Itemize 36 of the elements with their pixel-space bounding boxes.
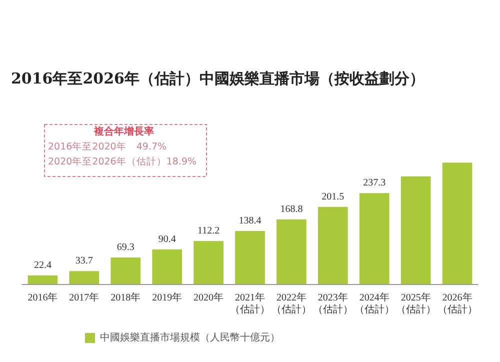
bar: [276, 219, 306, 284]
bar: [400, 176, 431, 284]
annotation: 2020年至2026年（估計）18.9%: [48, 156, 197, 168]
bar: [235, 231, 265, 284]
bar: [110, 257, 141, 284]
legend-label: 中國娛樂直播市場規模（人民幣十億元）: [100, 332, 280, 344]
x-tick-label: 2020年: [194, 292, 224, 304]
bar: [152, 249, 182, 284]
data-label: 201.5: [322, 191, 344, 202]
x-tick-label: 2017年: [69, 292, 100, 304]
data-label: 112.2: [197, 226, 220, 237]
bar: [194, 241, 224, 284]
x-tick-label: 2019年: [152, 292, 182, 304]
x-tick-label: 2018年: [110, 292, 141, 304]
x-tick-label: 2024年（估計）: [354, 292, 394, 316]
x-tick-label: 2021年（估計）: [230, 292, 270, 316]
x-tick-label: 2025年（估計）: [396, 292, 436, 316]
data-label: 237.3: [363, 178, 386, 189]
x-tick-label: 2026年（估計）: [437, 292, 478, 316]
x-tick-label: 2016年: [28, 292, 58, 304]
data-label: 69.3: [116, 242, 134, 253]
bar: [69, 271, 100, 284]
data-label: 138.4: [238, 216, 262, 227]
chart-title: 2016年至2026年（估計）中國娛樂直播市場（按收益劃分）: [11, 70, 424, 88]
bar: [359, 193, 390, 284]
text: 2016年至2020年 49.7%: [48, 140, 167, 152]
data-label: 33.7: [75, 256, 93, 267]
bar: [318, 206, 348, 284]
data-label: 90.4: [158, 234, 176, 245]
data-label: 168.8: [280, 204, 303, 215]
bar: [442, 162, 472, 284]
x-tick-label: 2022年（估計）: [271, 292, 312, 316]
bar: [28, 275, 58, 284]
x-tick-label: 2023年（估計）: [312, 292, 353, 316]
data-label: 22.4: [34, 260, 52, 271]
text: 複合年增長率: [93, 126, 154, 138]
